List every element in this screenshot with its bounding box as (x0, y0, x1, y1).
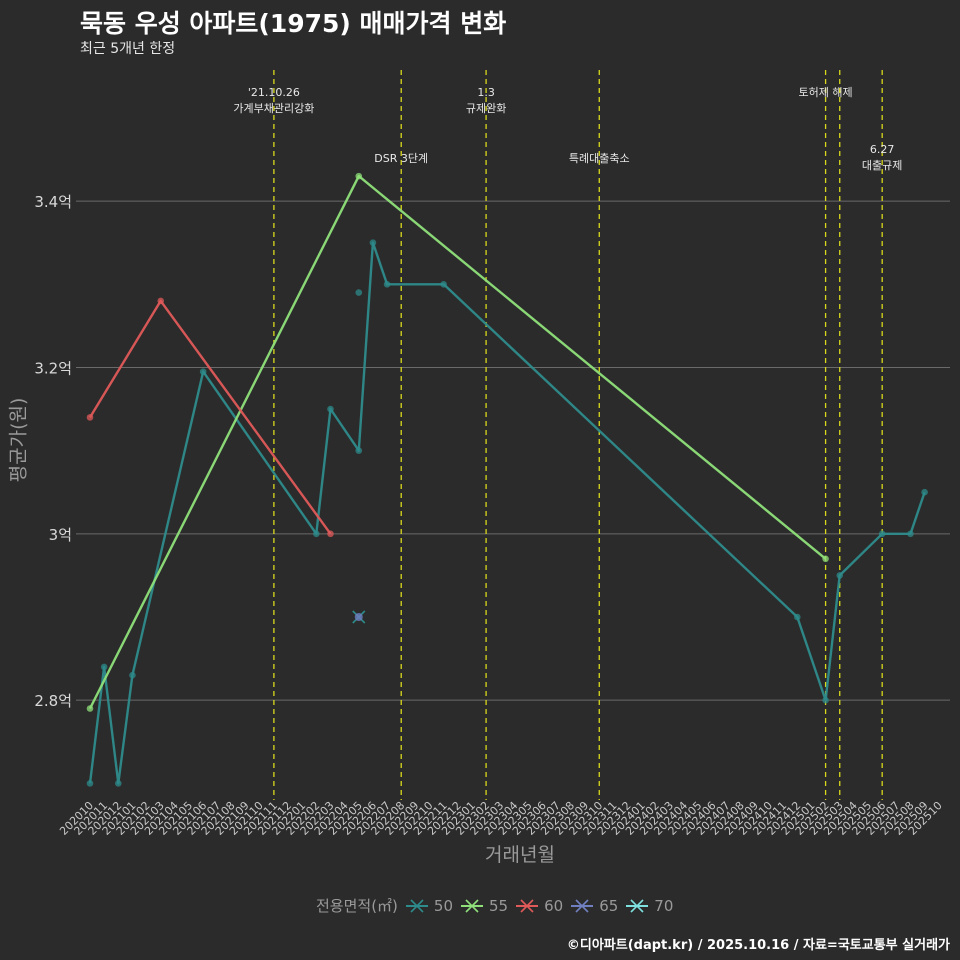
series-point-50 (114, 780, 122, 787)
series-point-60 (157, 297, 165, 305)
series-point-50 (822, 696, 829, 704)
y-tick-label: 3.4억 (34, 193, 72, 211)
series-point-50 (129, 671, 136, 679)
legend-key-icon (405, 898, 428, 913)
series-line-60 (88, 299, 332, 535)
chart-subtitle: 최근 5개년 한정 (80, 41, 176, 57)
series-point-65 (354, 613, 363, 621)
series-point-50 (383, 280, 391, 288)
event-label: 1.3 (477, 86, 495, 99)
legend: 전용면적(㎡) 50 55 60 65 70 (316, 895, 681, 916)
legend-item-65: 65 (571, 896, 618, 916)
legend-item-70: 70 (626, 896, 673, 916)
series-point-50 (199, 368, 207, 375)
series-point-60 (327, 530, 334, 538)
legend-item-55: 55 (461, 896, 508, 916)
chart-title: 묵동 우성 아파트(1975) 매매가격 변화 (80, 9, 507, 38)
series-point-50 (327, 405, 334, 413)
series-point-60 (86, 414, 94, 421)
legend-label: 50 (433, 896, 453, 915)
series-point-50 (907, 530, 914, 538)
legend-item-50: 50 (405, 896, 453, 916)
series-point-50 (921, 488, 928, 496)
legend-items: 50 55 60 65 70 (405, 896, 681, 916)
series-point-50 (794, 613, 801, 621)
event-label: '21.10.26 (248, 86, 300, 99)
series-point-50 (355, 289, 363, 296)
legend-key-icon (516, 898, 539, 913)
y-axis-title: 평균가(원) (7, 397, 30, 483)
event-label: 대출규제 (862, 159, 902, 172)
event-label: 토허제 해제 (799, 85, 853, 99)
series-point-50 (86, 780, 94, 787)
event-label: 규제완화 (466, 102, 506, 115)
legend-label: 65 (599, 896, 619, 915)
legend-label: 55 (489, 896, 509, 915)
legend-key-icon (571, 898, 594, 913)
event-label: 특례대출축소 (569, 152, 630, 165)
series-line-55 (88, 174, 827, 710)
y-tick-label: 3.2억 (34, 359, 72, 377)
series-point-50 (440, 280, 447, 288)
legend-title: 전용면적(㎡) (316, 897, 398, 915)
series-point-50 (313, 530, 320, 538)
source-caption: ©디아파트(dapt.kr) / 2025.10.16 / 자료=국토교통부 실… (566, 938, 950, 953)
event-label: 6.27 (870, 143, 895, 156)
legend-key-icon (626, 898, 649, 913)
event-label: DSR 3단계 (374, 152, 428, 165)
legend-item-60: 60 (516, 896, 563, 916)
event-label: 가계부채관리강화 (233, 102, 314, 115)
legend-label: 70 (654, 896, 674, 915)
series-point-50 (836, 572, 844, 579)
series-line-50 (88, 241, 926, 785)
legend-label: 60 (544, 896, 564, 915)
y-tick-label: 2.8억 (34, 692, 72, 710)
series-point-50 (355, 447, 363, 454)
legend-key-icon (461, 898, 483, 913)
series-point-55 (355, 172, 363, 180)
series-point-50 (369, 239, 377, 246)
x-axis-title: 거래년월 (485, 844, 555, 866)
y-tick-label: 3억 (49, 526, 72, 544)
series-point-50 (878, 530, 886, 538)
series-point-55 (86, 705, 94, 712)
series-point-50 (100, 663, 108, 671)
series-point-55 (822, 555, 829, 563)
